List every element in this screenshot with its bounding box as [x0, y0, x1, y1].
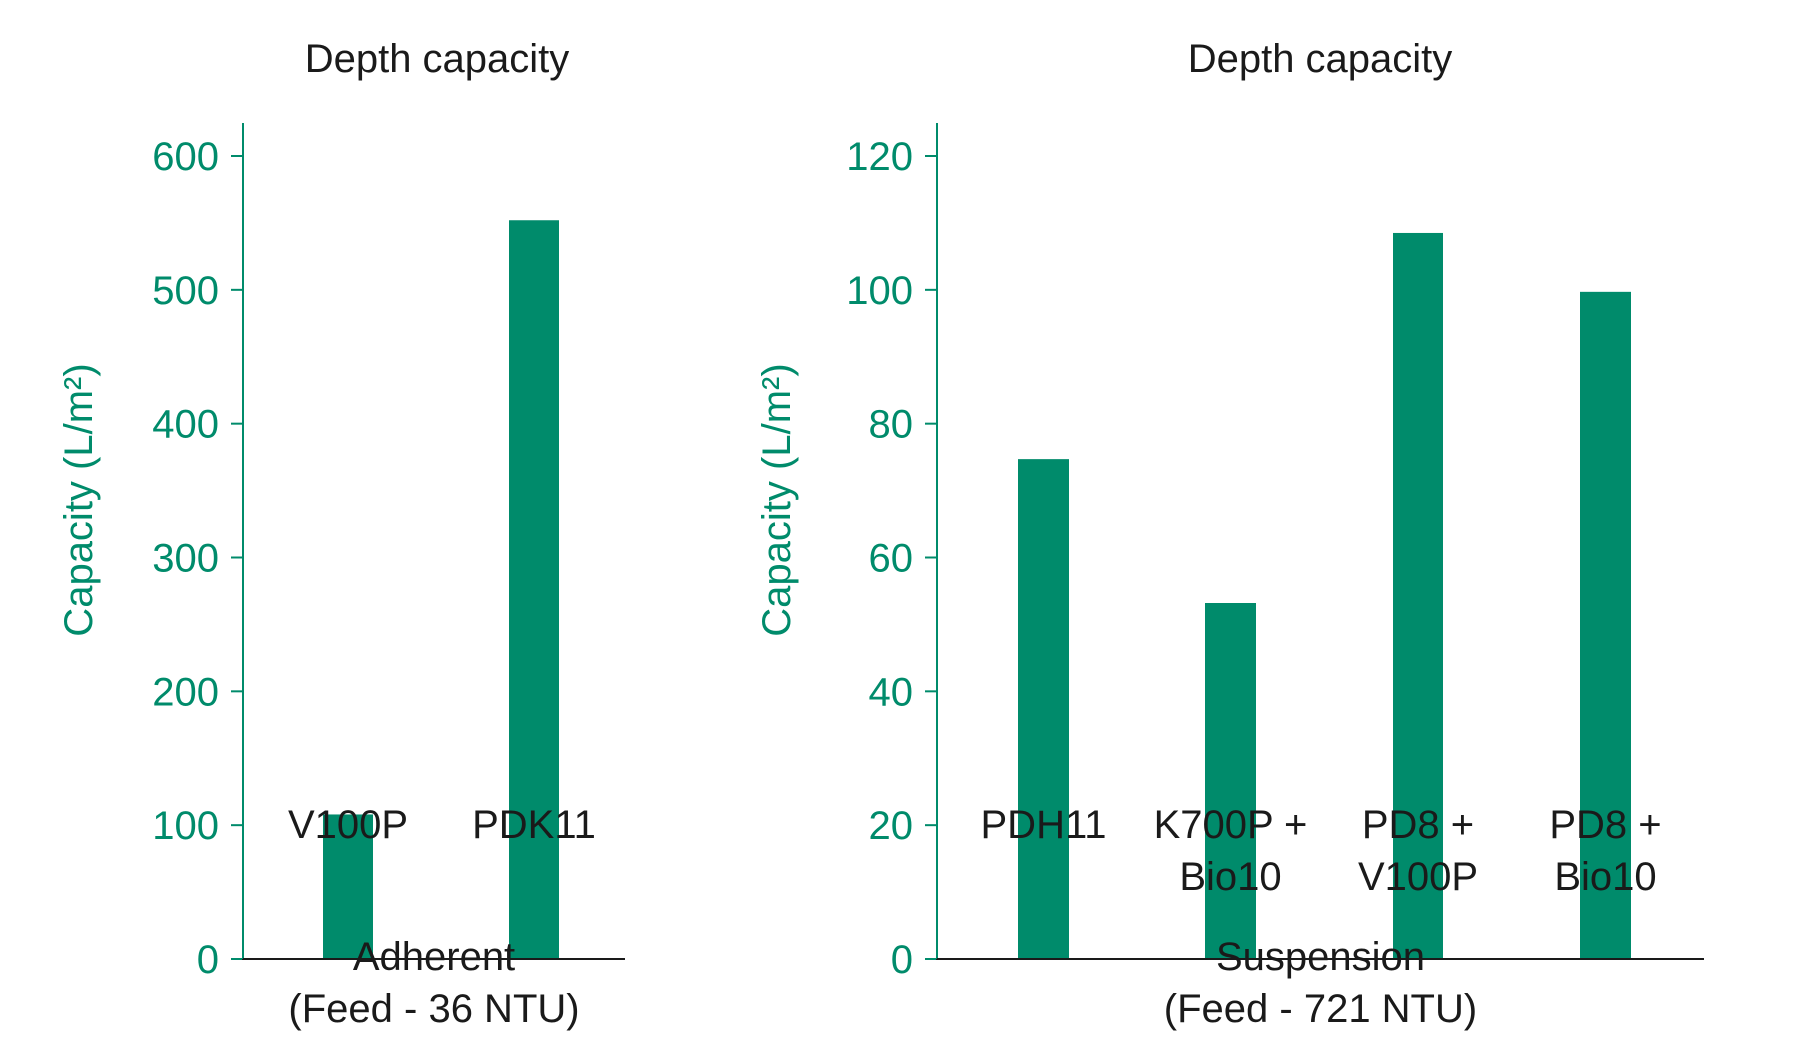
- category-label: V100P: [288, 803, 408, 847]
- category-label: Bio10: [1179, 855, 1281, 899]
- category-label: PD8 +: [1362, 803, 1474, 847]
- bar: [323, 814, 373, 959]
- y-tick-label: 400: [152, 403, 219, 447]
- bar: [1205, 603, 1256, 959]
- y-tick-label: 200: [152, 670, 219, 714]
- category-label: K700P +: [1154, 803, 1308, 847]
- bar: [1018, 459, 1069, 959]
- y-tick-label: 60: [869, 537, 914, 581]
- y-tick-label: 40: [869, 670, 914, 714]
- category-label: V100P: [1358, 855, 1478, 899]
- group-label: (Feed - 36 NTU): [288, 987, 579, 1031]
- y-tick-label: 100: [152, 804, 219, 848]
- group-label: Suspension: [1216, 935, 1425, 979]
- y-axis-label: Capacity (L/m²): [755, 363, 799, 636]
- y-tick-label: 20: [869, 804, 914, 848]
- y-tick-label: 100: [846, 269, 913, 313]
- category-label: PDK11: [472, 803, 596, 847]
- y-tick-label: 300: [152, 537, 219, 581]
- y-tick-label: 0: [197, 938, 219, 982]
- y-tick-label: 80: [869, 403, 914, 447]
- group-label: (Feed - 721 NTU): [1164, 987, 1477, 1031]
- group-label: Adherent: [353, 935, 515, 979]
- y-tick-label: 600: [152, 135, 219, 179]
- bar: [509, 220, 559, 960]
- category-label: PD8 +: [1549, 803, 1661, 847]
- y-tick-label: 500: [152, 269, 219, 313]
- y-axis-label: Capacity (L/m²): [57, 363, 101, 636]
- category-label: Bio10: [1554, 855, 1656, 899]
- chart-title: Depth capacity: [305, 37, 570, 81]
- y-tick-label: 120: [846, 135, 913, 179]
- y-tick-label: 0: [891, 938, 913, 982]
- chart-title: Depth capacity: [1188, 37, 1453, 81]
- bar: [1580, 291, 1631, 959]
- category-label: PDH11: [981, 803, 1107, 847]
- bar: [1393, 232, 1443, 959]
